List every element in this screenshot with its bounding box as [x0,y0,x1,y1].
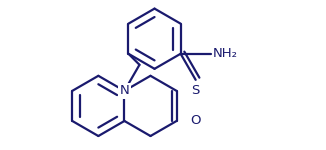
Text: S: S [191,84,200,97]
Text: NH₂: NH₂ [213,47,238,60]
Text: O: O [191,114,201,128]
Text: N: N [120,84,129,97]
